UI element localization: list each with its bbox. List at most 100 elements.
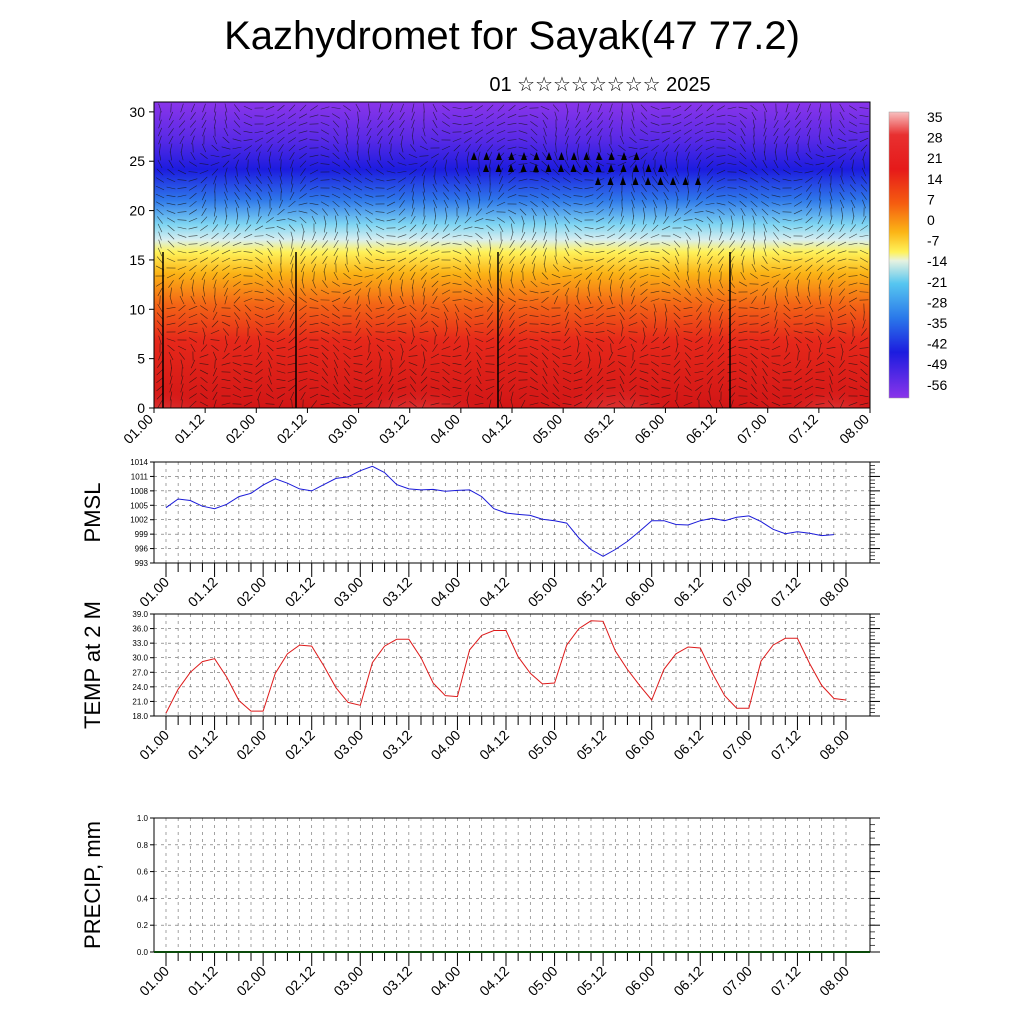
wind-vector bbox=[344, 376, 350, 384]
wind-vector bbox=[400, 103, 404, 113]
wind-vector bbox=[772, 385, 780, 391]
wind-vector bbox=[620, 215, 624, 225]
wind-vector bbox=[166, 322, 176, 326]
wind-vector bbox=[486, 113, 494, 119]
wind-vector bbox=[474, 113, 484, 119]
wind-vector bbox=[386, 243, 396, 245]
wind-vector bbox=[806, 191, 812, 201]
wind-vector bbox=[793, 178, 803, 182]
wind-vector bbox=[541, 112, 549, 120]
wind-vector bbox=[518, 115, 528, 117]
wind-vector bbox=[345, 247, 349, 257]
wind-vector bbox=[256, 192, 262, 200]
wind-vector bbox=[573, 386, 583, 390]
wind-vector bbox=[629, 384, 637, 392]
wind-vector bbox=[200, 305, 208, 311]
wind-vector bbox=[243, 378, 253, 382]
wind-vector bbox=[684, 209, 692, 215]
wind-vector bbox=[628, 322, 638, 326]
wind-vector bbox=[663, 192, 669, 200]
wind-vector bbox=[818, 207, 822, 217]
wind-vector bbox=[707, 256, 713, 264]
wind-vector bbox=[356, 223, 360, 233]
wind-vector bbox=[410, 384, 416, 392]
wind-vector bbox=[212, 367, 218, 377]
wind-vector bbox=[672, 122, 682, 126]
wind-vector bbox=[331, 297, 341, 303]
wind-vector bbox=[815, 162, 825, 166]
wind-vector bbox=[673, 136, 681, 144]
wind-vector bbox=[387, 312, 395, 320]
wind-vector bbox=[398, 177, 406, 183]
wind-vector bbox=[673, 217, 681, 223]
wind-vector bbox=[827, 232, 835, 240]
wind-vector bbox=[377, 111, 383, 121]
wind-vector bbox=[708, 231, 712, 241]
wind-vector bbox=[816, 264, 824, 272]
wind-vector bbox=[695, 328, 703, 336]
wind-vector bbox=[771, 402, 781, 406]
wind-vector bbox=[423, 175, 425, 185]
wind-vector bbox=[233, 369, 241, 375]
wind-vector bbox=[224, 103, 228, 113]
wind-vector bbox=[608, 143, 614, 153]
wind-vector bbox=[771, 202, 781, 206]
wind-vector bbox=[826, 257, 836, 263]
wind-vector bbox=[177, 345, 187, 351]
wind-vector bbox=[442, 105, 450, 111]
wind-vector bbox=[190, 359, 196, 369]
wind-vector bbox=[498, 183, 504, 193]
wind-vector bbox=[529, 114, 539, 118]
wind-vector bbox=[508, 104, 516, 112]
wind-vector bbox=[254, 137, 264, 143]
wind-vector bbox=[696, 192, 702, 200]
wind-vector bbox=[463, 298, 473, 302]
wind-vector bbox=[168, 128, 174, 136]
series-line bbox=[165, 465, 834, 557]
wind-vector bbox=[817, 175, 823, 185]
wind-vector bbox=[430, 402, 440, 406]
wind-vector bbox=[619, 375, 625, 385]
wind-vector bbox=[257, 199, 261, 209]
wind-vector bbox=[541, 296, 549, 304]
wind-vector bbox=[551, 330, 561, 334]
wind-vector bbox=[232, 242, 242, 246]
wind-vector bbox=[474, 218, 484, 222]
wind-vector bbox=[430, 363, 440, 365]
wind-vector bbox=[321, 305, 329, 311]
wind-vector bbox=[378, 399, 382, 408]
wind-vector bbox=[422, 215, 426, 225]
wind-vector bbox=[244, 224, 252, 232]
wind-vector bbox=[442, 112, 450, 120]
wind-vector bbox=[256, 328, 262, 336]
wind-vector bbox=[188, 217, 198, 223]
wind-vector bbox=[595, 226, 605, 230]
wind-vector bbox=[441, 233, 451, 239]
wind-vector bbox=[520, 231, 526, 241]
wind-vector bbox=[815, 322, 825, 326]
wind-vector bbox=[243, 298, 253, 302]
wind-vector bbox=[257, 391, 261, 401]
wind-vector bbox=[333, 384, 339, 392]
wind-vector bbox=[598, 351, 602, 361]
wind-vector bbox=[564, 247, 570, 257]
wind-vector bbox=[596, 185, 604, 191]
wind-vector bbox=[343, 384, 351, 392]
wind-vector bbox=[650, 113, 660, 119]
wind-vector bbox=[840, 175, 844, 185]
wind-vector bbox=[520, 279, 526, 289]
cross-section-field bbox=[154, 102, 870, 408]
wind-vector bbox=[763, 239, 767, 249]
wind-vector bbox=[741, 255, 745, 265]
wind-vector bbox=[851, 215, 855, 225]
wind-vector bbox=[553, 160, 559, 168]
wind-marker bbox=[657, 177, 664, 185]
x-tick-label: 07.12 bbox=[785, 411, 821, 447]
wind-vector bbox=[848, 242, 858, 246]
wind-vector bbox=[289, 391, 295, 401]
wind-vector bbox=[816, 233, 824, 239]
wind-vector bbox=[661, 130, 671, 134]
wind-vector bbox=[419, 330, 429, 334]
wind-vector bbox=[485, 129, 495, 135]
wind-vector bbox=[661, 299, 671, 301]
